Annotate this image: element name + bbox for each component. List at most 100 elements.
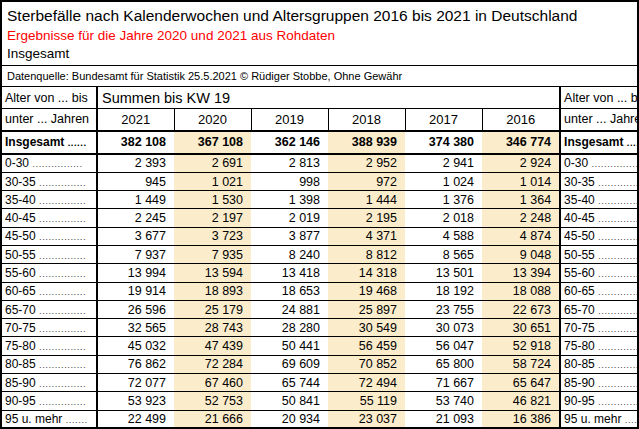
age-group-label: 95 u. mehr [564, 412, 625, 426]
age-group-label: 60-65 [564, 284, 598, 298]
dot-leader: ............... [39, 268, 86, 279]
value-cell-2016: 16 386 [482, 410, 560, 428]
age-label-right: 0-30 ................ [560, 154, 637, 173]
value-cell-2017: 30 073 [405, 319, 482, 337]
dot-leader: ...... [627, 137, 637, 148]
age-row-55-60: 55-60 ...............13 99413 59413 4181… [2, 264, 637, 282]
age-label-left: 40-45 ............... [2, 209, 97, 227]
dot-leader: ...... [68, 137, 87, 148]
age-row-85-90: 85-90 ...............72 07767 46065 7447… [2, 373, 637, 391]
age-label-left: 75-80 ............... [2, 337, 97, 355]
value-cell-2019: 1 398 [251, 191, 328, 209]
year-header-2021: 2021 [97, 109, 174, 131]
mortality-table: Alter von ... bis Summen bis KW 19 Alter… [2, 86, 637, 429]
totals-label-left: Insgesamt ...... [2, 131, 97, 154]
corner-header-left-line2: unter ... Jahren [2, 109, 97, 131]
age-label-right: 80-85 ............... [560, 355, 637, 373]
value-cell-2019: 50 441 [251, 337, 328, 355]
value-cell-2016: 52 918 [482, 337, 560, 355]
value-cell-2016: 2 924 [482, 154, 560, 173]
age-group-label: 75-80 [5, 339, 39, 353]
age-row-95-u-mehr: 95 u. mehr .......22 49921 66620 93423 0… [2, 410, 637, 428]
value-cell-2018: 55 119 [328, 392, 405, 410]
age-row-65-70: 65-70 ...............26 59625 17924 8812… [2, 300, 637, 318]
value-cell-2019: 2 813 [251, 154, 328, 173]
report-subtitle-red: Ergebnisse für die Jahre 2020 und 2021 a… [7, 27, 631, 44]
age-row-80-85: 80-85 ...............76 86272 28469 6097… [2, 355, 637, 373]
value-cell-2018: 972 [328, 172, 405, 190]
value-cell-2018: 30 549 [328, 319, 405, 337]
value-cell-2021: 2 393 [97, 154, 174, 173]
totals-value-2016: 346 774 [482, 131, 560, 154]
value-cell-2020: 67 460 [174, 373, 251, 391]
value-cell-2021: 1 449 [97, 191, 174, 209]
value-cell-2018: 14 318 [328, 264, 405, 282]
age-group-label: 70-75 [5, 321, 39, 335]
year-header-2016: 2016 [482, 109, 560, 131]
value-cell-2021: 945 [97, 172, 174, 190]
value-cell-2019: 20 934 [251, 410, 328, 428]
value-cell-2021: 3 677 [97, 227, 174, 245]
totals-value-2018: 388 939 [328, 131, 405, 154]
totals-label-right: Insgesamt ...... [560, 131, 637, 154]
age-group-label: 90-95 [564, 394, 598, 408]
age-group-label: 40-45 [5, 211, 39, 225]
value-cell-2017: 1 024 [405, 172, 482, 190]
value-cell-2020: 13 594 [174, 264, 251, 282]
age-group-label: Insgesamt [5, 135, 68, 149]
value-cell-2020: 28 743 [174, 319, 251, 337]
dot-leader: ............... [598, 396, 637, 407]
year-header-2017: 2017 [405, 109, 482, 131]
value-cell-2016: 30 651 [482, 319, 560, 337]
value-cell-2021: 53 923 [97, 392, 174, 410]
age-label-right: 90-95 ............... [560, 392, 637, 410]
age-label-left: 55-60 ............... [2, 264, 97, 282]
age-label-left: 35-40 ............... [2, 191, 97, 209]
age-group-label: 35-40 [5, 193, 39, 207]
age-row-60-65: 60-65 ...............19 91418 89318 6531… [2, 282, 637, 300]
age-group-label: 85-90 [564, 376, 598, 390]
dot-leader: ............... [598, 268, 637, 279]
value-cell-2018: 2 195 [328, 209, 405, 227]
age-label-right: 95 u. mehr ....... [560, 410, 637, 428]
value-cell-2016: 1 364 [482, 191, 560, 209]
value-cell-2019: 24 881 [251, 300, 328, 318]
value-cell-2019: 69 609 [251, 355, 328, 373]
age-group-label: Insgesamt [564, 135, 627, 149]
value-cell-2021: 7 937 [97, 246, 174, 264]
dot-leader: ............... [598, 323, 637, 334]
value-cell-2017: 4 588 [405, 227, 482, 245]
dot-leader: ............... [598, 305, 637, 316]
value-cell-2017: 2 941 [405, 154, 482, 173]
value-cell-2016: 2 248 [482, 209, 560, 227]
age-group-label: 80-85 [564, 357, 598, 371]
age-group-label: 30-35 [5, 175, 39, 189]
value-cell-2020: 72 284 [174, 355, 251, 373]
age-row-70-75: 70-75 ...............32 56528 74328 2803… [2, 319, 637, 337]
value-cell-2021: 13 994 [97, 264, 174, 282]
age-label-right: 55-60 ............... [560, 264, 637, 282]
age-label-right: 35-40 ............... [560, 191, 637, 209]
dot-leader: ............... [39, 305, 86, 316]
value-cell-2021: 26 596 [97, 300, 174, 318]
age-group-label: 90-95 [5, 394, 39, 408]
mortality-report: Sterbefälle nach Kalenderwochen und Alte… [0, 0, 639, 429]
dot-leader: ................ [591, 158, 637, 169]
value-cell-2017: 8 565 [405, 246, 482, 264]
totals-value-2020: 367 108 [174, 131, 251, 154]
value-cell-2019: 28 280 [251, 319, 328, 337]
value-cell-2020: 1 021 [174, 172, 251, 190]
value-cell-2020: 52 753 [174, 392, 251, 410]
age-group-label: 85-90 [5, 376, 39, 390]
age-label-right: 85-90 ............... [560, 373, 637, 391]
age-label-left: 95 u. mehr ....... [2, 410, 97, 428]
dot-leader: ....... [66, 414, 88, 425]
value-cell-2020: 21 666 [174, 410, 251, 428]
value-cell-2016: 13 394 [482, 264, 560, 282]
value-cell-2021: 22 499 [97, 410, 174, 428]
value-cell-2020: 47 439 [174, 337, 251, 355]
age-row-75-80: 75-80 ...............45 03247 43950 4415… [2, 337, 637, 355]
age-label-left: 70-75 ............... [2, 319, 97, 337]
value-cell-2018: 70 852 [328, 355, 405, 373]
value-cell-2016: 4 874 [482, 227, 560, 245]
